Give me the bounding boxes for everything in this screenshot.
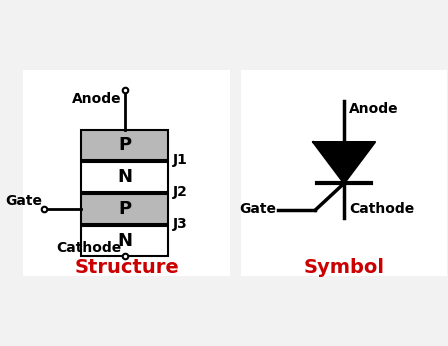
Text: Cathode: Cathode [349, 202, 414, 216]
Bar [81, 162, 168, 192]
Text: J2: J2 [173, 184, 188, 199]
Text: P: P [118, 200, 131, 218]
Text: N: N [117, 167, 132, 185]
Text: Gate: Gate [5, 193, 42, 208]
Text: J3: J3 [173, 217, 188, 230]
Text: J1: J1 [173, 153, 188, 166]
Text: Structure: Structure [74, 258, 179, 277]
Text: Anode: Anode [72, 92, 121, 107]
FancyBboxPatch shape [19, 66, 234, 280]
Text: Symbol: Symbol [304, 258, 384, 277]
Polygon shape [313, 142, 375, 183]
Text: Gate: Gate [239, 202, 276, 216]
Text: P: P [118, 136, 131, 154]
Text: N: N [117, 231, 132, 249]
Bar [81, 130, 168, 160]
Bar [81, 226, 168, 256]
FancyBboxPatch shape [237, 66, 448, 280]
Text: Cathode: Cathode [56, 240, 121, 255]
Text: Anode: Anode [349, 102, 399, 116]
Bar [81, 194, 168, 224]
